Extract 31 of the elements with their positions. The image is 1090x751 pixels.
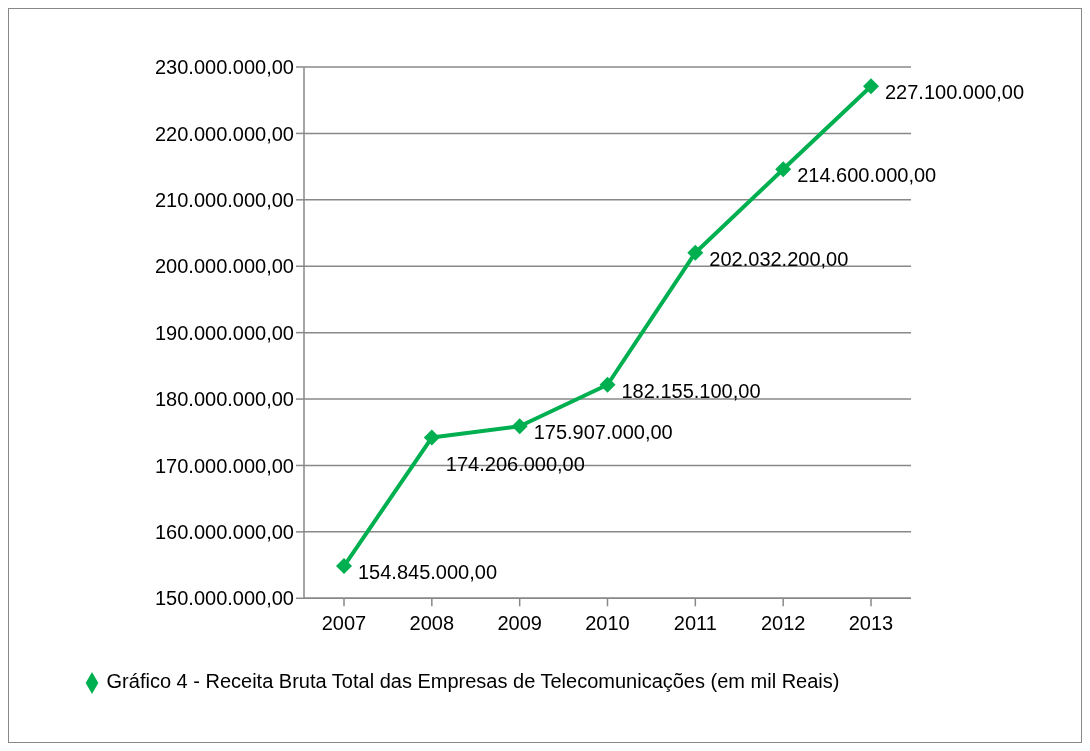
point [599, 376, 616, 393]
x-tick-label: 2012 [760, 612, 806, 635]
legend-label: Gráfico 4 - Receita Bruta Total das Empresas de Telecomunicações (em mil Reais) [106, 670, 840, 693]
data-label: 214.600.000,00 [797, 164, 937, 187]
y-tick-label: 210.000.000,00 [154, 188, 294, 211]
x-tick-label: 2007 [321, 612, 367, 635]
y-tick-label: 170.000.000,00 [154, 454, 294, 477]
data-label: 182.155.100,00 [621, 379, 761, 402]
y-tick-label: 190.000.000,00 [154, 321, 294, 344]
point [511, 418, 528, 435]
y-tick-label: 230.000.000,00 [154, 56, 294, 79]
data-label: 202.032.200,00 [709, 247, 849, 270]
point [423, 429, 440, 446]
y-tick-label: 200.000.000,00 [154, 255, 294, 278]
y-tick-label: 150.000.000,00 [154, 587, 294, 610]
data-label: 174.206.000,00 [445, 452, 585, 475]
point [775, 161, 792, 178]
x-tick-label: 2009 [497, 612, 542, 635]
data-label: 175.907.000,00 [533, 421, 673, 444]
point [336, 558, 352, 575]
y-tick-label: 160.000.000,00 [154, 520, 294, 543]
y-tick-label: 180.000.000,00 [154, 388, 294, 411]
x-tick-label: 2010 [585, 612, 630, 635]
point [863, 78, 879, 95]
y-tick-label: 220.000.000,00 [154, 122, 294, 145]
x-tick-label: 2011 [673, 612, 717, 635]
data-label: 154.845.000,00 [358, 561, 498, 584]
data-label: 227.100.000,00 [885, 81, 1025, 104]
x-tick-label: 2013 [848, 612, 894, 635]
point [687, 244, 704, 261]
x-tick-label: 2008 [409, 612, 455, 635]
